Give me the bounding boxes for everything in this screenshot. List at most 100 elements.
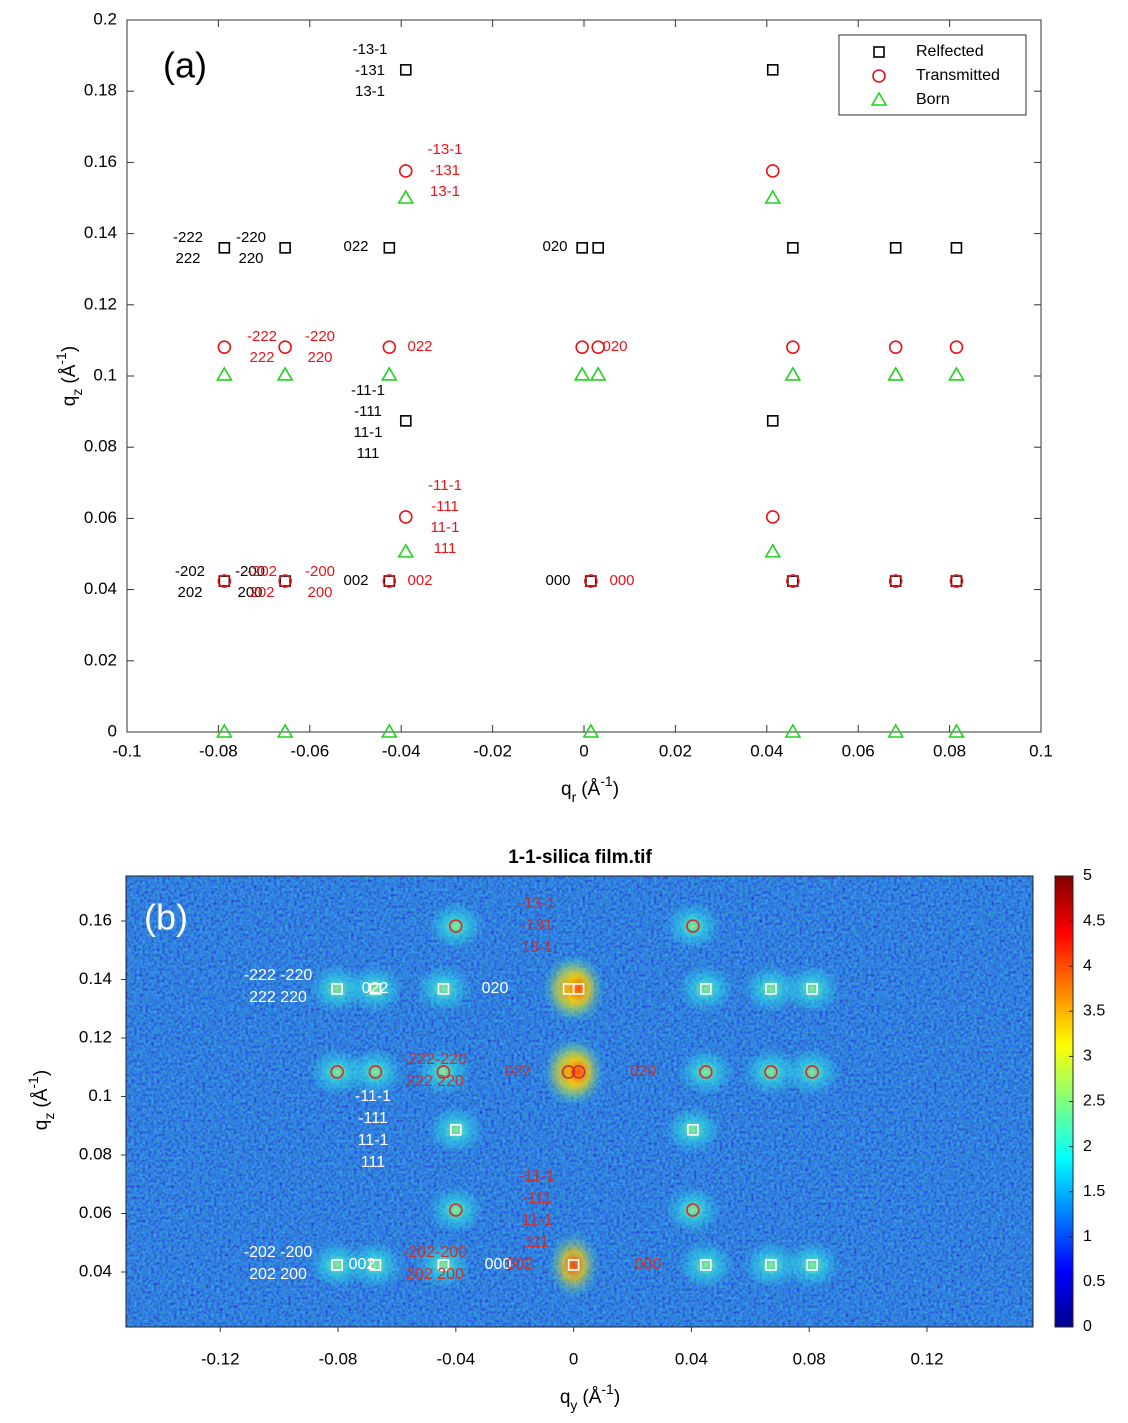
intensity-glow xyxy=(309,1240,366,1289)
marker-square xyxy=(437,1259,450,1271)
intensity-glow xyxy=(742,1047,799,1096)
annotation: 000 xyxy=(609,572,634,589)
colorbar-tick-label: 1 xyxy=(1083,1228,1092,1245)
axis-label-part: -1 xyxy=(25,1076,41,1089)
legend-label: Transmitted xyxy=(916,67,1000,84)
marker-triangle xyxy=(784,366,802,381)
annotation: -11-1 xyxy=(351,382,385,399)
intensity-glow xyxy=(784,1240,841,1289)
marker-circle xyxy=(786,340,800,354)
annotation: -202 xyxy=(175,563,205,580)
x-tick-label: -0.02 xyxy=(473,741,512,760)
x-label: qy (Å-1) xyxy=(560,1381,620,1413)
axis-label-part: q xyxy=(31,1120,52,1131)
annotation: 002 xyxy=(507,1256,534,1273)
marker-square xyxy=(765,983,777,995)
intensity-glow xyxy=(552,1037,605,1106)
annotation: -220 xyxy=(236,229,266,246)
marker-circle xyxy=(575,340,589,354)
annotation: -200 xyxy=(235,563,265,580)
axis-label-part: -1 xyxy=(53,352,69,365)
marker-square xyxy=(787,242,799,254)
marker-circle xyxy=(398,510,413,524)
annotation: 13-1 xyxy=(355,83,385,100)
axis-label-part: z xyxy=(69,389,85,396)
intensity-glow xyxy=(677,964,734,1013)
axis-label-part: ) xyxy=(613,779,619,800)
annotation: 222 xyxy=(175,250,200,267)
x-tick-label: -0.08 xyxy=(199,741,238,760)
marker-circle xyxy=(278,340,292,354)
annotation: -111 xyxy=(522,1190,552,1207)
y-tick-label: 0.04 xyxy=(79,1261,112,1280)
axis-label-part: (Å xyxy=(581,779,600,800)
marker-square xyxy=(576,242,588,254)
intensity-glow xyxy=(784,964,841,1013)
marker-square xyxy=(572,983,585,995)
marker-circle xyxy=(368,1065,383,1079)
legend-label: Born xyxy=(916,91,950,108)
marker-circle xyxy=(278,574,292,588)
annotation: 11-1 xyxy=(358,1132,389,1149)
axis-label-part: r xyxy=(572,789,577,805)
annotation: 000 xyxy=(545,572,570,589)
colorbar-tick-label: 3 xyxy=(1083,1048,1092,1065)
axis-label-part: -1 xyxy=(601,1381,614,1397)
frame xyxy=(125,875,1034,1328)
axis-label-part: ) xyxy=(59,346,80,352)
y-tick-label: 0.1 xyxy=(93,365,117,384)
annotation: -11-1 xyxy=(355,1088,391,1105)
annotation: 13-1 xyxy=(430,183,460,200)
annotation: 000 xyxy=(485,1256,512,1273)
annotation: -220 xyxy=(305,328,335,345)
annotation: 202 xyxy=(177,584,202,601)
marker-square xyxy=(331,1259,343,1271)
x-tick-label: 0 xyxy=(579,741,588,760)
x-tick-label: -0.04 xyxy=(382,741,421,760)
axis-label-part: -1 xyxy=(600,773,613,789)
marker-triangle xyxy=(887,366,905,381)
annotation: 111 xyxy=(525,1234,549,1251)
annotation: 022 xyxy=(407,338,432,355)
annotation: 220 xyxy=(238,250,263,267)
marker-triangle xyxy=(276,366,294,381)
intensity-glow xyxy=(347,1240,404,1289)
marker-triangle xyxy=(397,543,415,558)
marker-circle xyxy=(561,1065,576,1079)
panel-label: (b) xyxy=(144,897,188,938)
axis-label-part: q xyxy=(59,396,80,407)
intensity-glow xyxy=(664,902,721,951)
marker-square xyxy=(331,983,343,995)
colorbar-tick-label: 2.5 xyxy=(1083,1093,1105,1110)
y-tick-label: 0.1 xyxy=(88,1086,112,1105)
marker-circle xyxy=(699,1065,713,1079)
marker-triangle xyxy=(215,366,233,381)
y-label: qz (Å-1) xyxy=(53,346,85,406)
axis-label-part: ) xyxy=(31,1070,52,1076)
x-tick-label: 0.04 xyxy=(750,741,783,760)
axis-label-part: ) xyxy=(614,1387,620,1408)
annotation: -13-1 xyxy=(352,41,387,58)
heatmap xyxy=(126,876,1033,1327)
annotation: -111 xyxy=(431,498,459,515)
intensity-glow xyxy=(427,1105,484,1154)
intensity-glow xyxy=(415,964,472,1013)
x-tick-label: -0.08 xyxy=(319,1349,358,1368)
annotation: 020 xyxy=(542,238,567,255)
marker-square xyxy=(383,575,396,587)
marker-square xyxy=(399,415,412,427)
y-tick-label: 0.14 xyxy=(84,223,117,242)
marker-square xyxy=(383,242,396,254)
annotation: -13-1 xyxy=(518,895,555,912)
marker-circle xyxy=(686,919,700,933)
marker-circle xyxy=(584,574,598,588)
annotation: 13-1 xyxy=(521,939,553,956)
intensity-glow xyxy=(415,1047,472,1096)
x-tick-label: 0.12 xyxy=(910,1349,943,1368)
annotation: 202 200 xyxy=(249,1266,307,1283)
x-tick-label: 0 xyxy=(569,1349,578,1368)
annotation: 002 xyxy=(349,1256,376,1273)
annotation: -222-220 xyxy=(403,1051,467,1068)
x-tick-label: 0.1 xyxy=(1029,741,1053,760)
annotation: 11-1 xyxy=(354,424,383,441)
